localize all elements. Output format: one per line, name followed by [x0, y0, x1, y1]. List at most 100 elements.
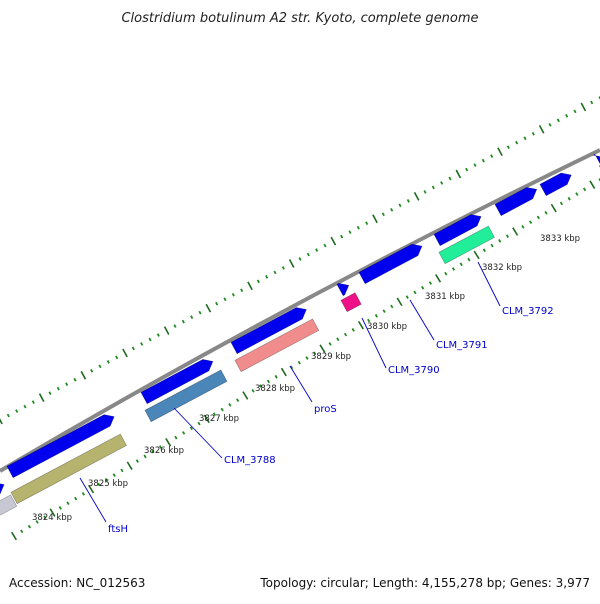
- inner-tick: [512, 227, 519, 236]
- leader-line: [409, 299, 435, 341]
- outer-tick: [156, 333, 160, 337]
- reverse-gene-arrow: [0, 494, 18, 516]
- outer-tick: [106, 360, 110, 364]
- kbp-tick-label: 3826 kbp: [144, 446, 184, 456]
- inner-tick: [435, 274, 442, 283]
- inner-tick: [203, 414, 210, 424]
- inner-tick: [228, 403, 232, 407]
- inner-tick: [151, 449, 155, 454]
- gene-label-ftsH[interactable]: ftsH: [108, 524, 128, 535]
- outer-tick: [372, 214, 378, 224]
- inner-tick: [104, 477, 109, 482]
- kbp-tick-label: 3829 kbp: [311, 352, 351, 362]
- forward-gene-arrow: [494, 187, 538, 217]
- kbp-tick-label: 3833 kbp: [540, 234, 580, 244]
- forward-gene-arrow: [358, 243, 423, 285]
- inner-tick: [242, 391, 249, 400]
- inner-tick: [43, 515, 47, 520]
- outer-tick: [198, 310, 202, 315]
- inner-tick: [328, 342, 332, 346]
- inner-tick: [251, 388, 255, 393]
- outer-tick: [215, 301, 219, 306]
- outer-tick: [15, 409, 19, 413]
- genome-backbone: [0, 148, 600, 473]
- outer-tick: [330, 236, 337, 246]
- outer-tick: [48, 391, 52, 396]
- inner-tick: [305, 356, 309, 360]
- inner-tick: [74, 496, 78, 501]
- gene-label-proS[interactable]: proS: [314, 404, 337, 415]
- inner-tick: [357, 320, 364, 330]
- outer-tick: [348, 230, 352, 235]
- kbp-tick-label: 3831 kbp: [425, 292, 465, 302]
- outer-tick: [56, 386, 60, 391]
- inner-tick: [112, 473, 116, 477]
- outer-tick: [90, 368, 94, 373]
- gene-label-CLM_3788[interactable]: CLM_3788: [224, 455, 276, 466]
- forward-gene-arrow: [336, 282, 350, 297]
- inner-tick: [382, 309, 386, 313]
- forward-gene-arrow: [230, 307, 307, 355]
- inner-tick: [343, 332, 348, 337]
- outer-tick: [398, 203, 402, 208]
- inner-tick: [374, 314, 378, 318]
- outer-tick: [273, 270, 277, 275]
- outer-tick: [580, 102, 587, 112]
- forward-gene-arrow: [433, 214, 482, 247]
- inner-tick: [212, 412, 217, 417]
- outer-tick: [163, 326, 170, 335]
- inner-tick: [297, 360, 301, 365]
- gene-label-CLM_3792[interactable]: CLM_3792: [502, 306, 554, 317]
- leader-line: [173, 407, 223, 459]
- inner-tick: [505, 234, 510, 239]
- inner-tick: [158, 445, 163, 449]
- inner-tick: [197, 421, 201, 426]
- inner-tick: [482, 248, 486, 253]
- outer-tick: [181, 319, 185, 324]
- inner-tick: [120, 468, 124, 473]
- outer-tick: [538, 124, 545, 134]
- inner-tick: [367, 318, 371, 323]
- outer-tick: [148, 337, 152, 342]
- inner-tick: [259, 384, 263, 388]
- inner-tick: [405, 295, 409, 299]
- accession-text: Accession: NC_012563: [9, 576, 145, 590]
- leader-line: [477, 261, 501, 307]
- leader-line: [361, 317, 387, 369]
- leader-line: [289, 365, 313, 403]
- inner-tick: [529, 220, 533, 224]
- outer-tick: [256, 279, 260, 284]
- outer-tick: [598, 96, 600, 100]
- inner-tick: [413, 290, 417, 295]
- inner-tick: [236, 398, 240, 402]
- outer-tick: [38, 393, 45, 402]
- outer-tick: [240, 288, 244, 293]
- inner-tick: [550, 203, 557, 213]
- inner-tick: [498, 239, 502, 243]
- inner-tick: [58, 506, 62, 510]
- inner-tick: [289, 365, 294, 370]
- outer-tick: [98, 364, 102, 369]
- outer-tick: [590, 100, 594, 105]
- gene-label-CLM_3791[interactable]: CLM_3791: [436, 340, 488, 351]
- outer-tick: [122, 348, 128, 358]
- leader-line: [79, 477, 107, 523]
- inner-tick: [421, 285, 425, 290]
- gene-CLM_3788-arrow: [144, 369, 228, 423]
- inner-tick: [390, 304, 394, 309]
- inner-tick: [266, 379, 271, 384]
- gene-label-CLM_3790[interactable]: CLM_3790: [388, 365, 440, 376]
- outer-tick: [365, 221, 369, 226]
- inner-tick: [459, 262, 463, 267]
- inner-tick: [49, 508, 56, 517]
- inner-tick: [189, 426, 193, 431]
- outer-tick: [65, 382, 69, 387]
- outer-tick: [80, 370, 87, 380]
- outer-tick: [140, 342, 144, 346]
- inner-tick: [336, 337, 340, 342]
- outer-tick: [413, 192, 420, 201]
- outer-tick: [31, 400, 35, 404]
- inner-tick: [521, 225, 525, 229]
- kbp-tick-label: 3825 kbp: [88, 479, 128, 489]
- inner-tick: [451, 267, 456, 271]
